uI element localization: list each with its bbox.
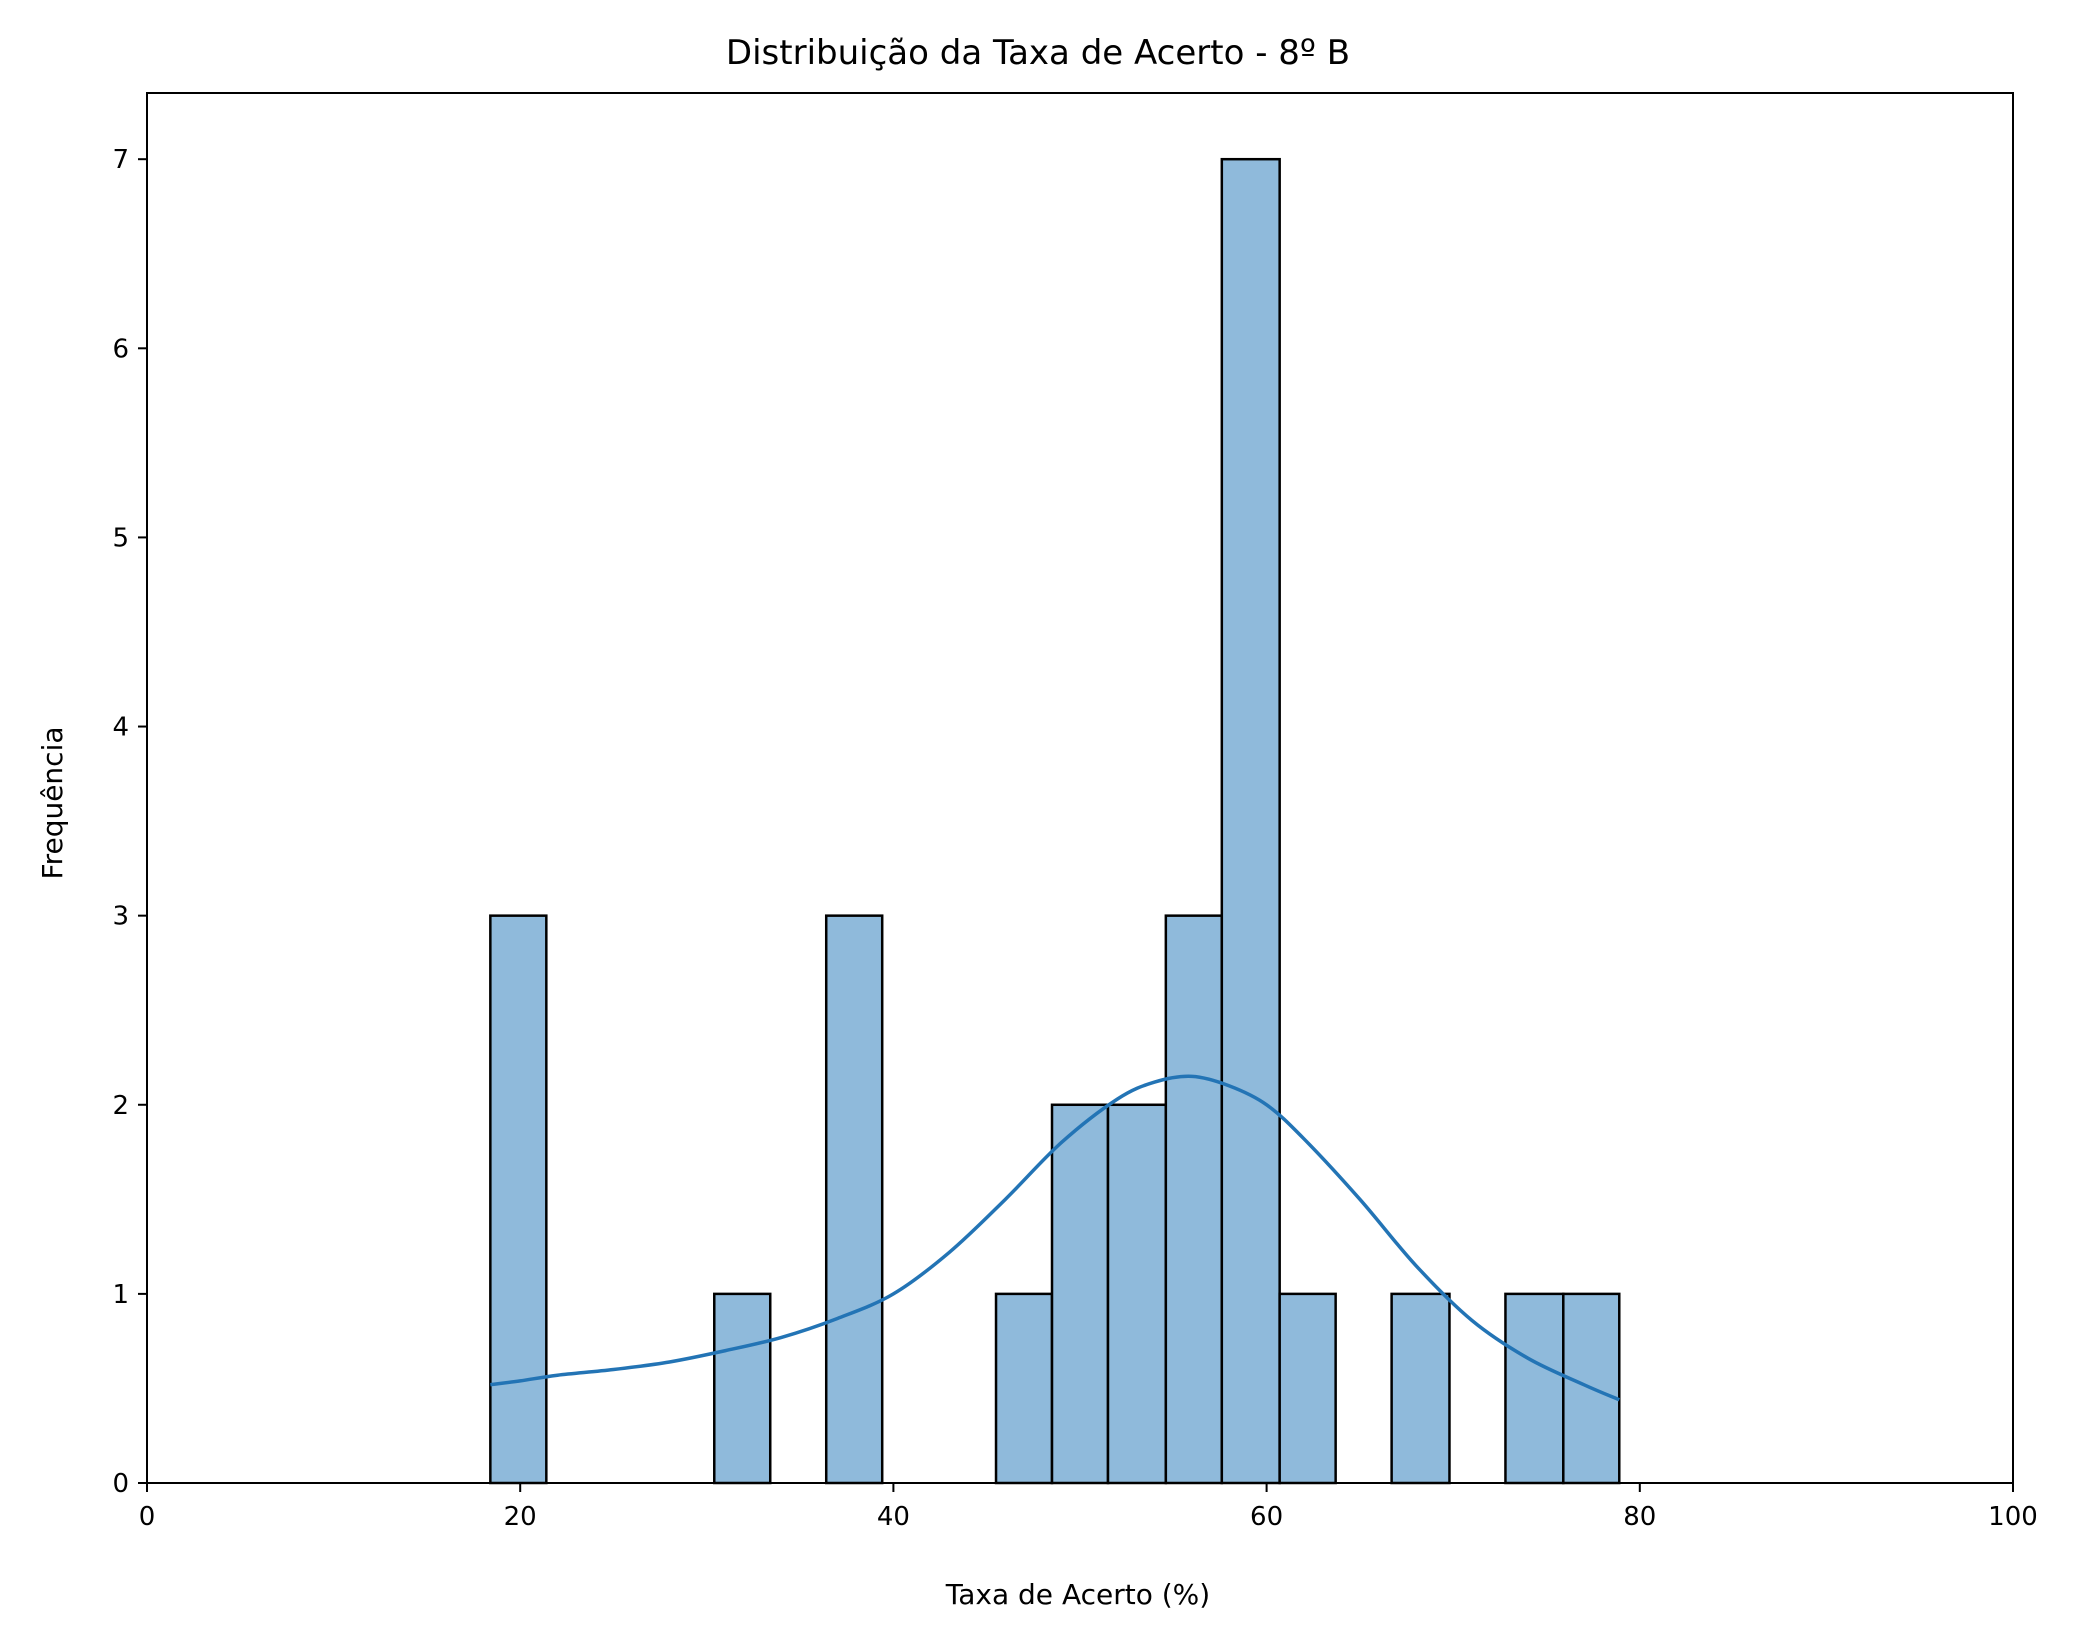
x-tick-label: 60 (1250, 1502, 1283, 1532)
x-axis-label: Taxa de Acerto (%) (945, 1578, 1210, 1611)
kde-line (490, 1074, 1620, 1402)
y-tick-label: 3 (112, 902, 129, 932)
y-tick-label: 0 (112, 1469, 129, 1499)
y-tick-label: 5 (112, 523, 129, 553)
histogram-bar (1390, 1292, 1451, 1485)
histogram-bar (1106, 1103, 1168, 1485)
histogram-bar (1504, 1292, 1565, 1485)
histogram-bar (489, 914, 548, 1485)
plot-frame (146, 92, 2014, 1484)
y-tick-label: 4 (112, 713, 129, 743)
x-axis-ticks: 0 20 40 60 80 100 (139, 1483, 2038, 1532)
histogram-bar (994, 1292, 1054, 1485)
x-tick-label: 100 (1988, 1502, 2038, 1532)
x-tick-label: 80 (1623, 1502, 1656, 1532)
y-tick-label: 1 (112, 1280, 129, 1310)
histogram-bar (1050, 1103, 1110, 1485)
y-tick-label: 6 (112, 334, 129, 364)
y-tick-label: 2 (112, 1091, 129, 1121)
histogram-bar (1164, 914, 1224, 1485)
histogram-bar (713, 1292, 772, 1485)
chart-title: Distribuição da Taxa de Acerto - 8º B (726, 33, 1350, 73)
histogram-bar (1278, 1292, 1337, 1485)
x-tick-label: 20 (504, 1502, 537, 1532)
histogram-bar (1220, 157, 1281, 1485)
x-tick-label: 0 (139, 1502, 156, 1532)
histogram-bar (824, 914, 884, 1485)
y-tick-label: 7 (112, 145, 129, 175)
x-tick-label: 40 (877, 1502, 910, 1532)
histogram-bars (489, 157, 1621, 1485)
y-axis-ticks: 0 1 2 3 4 5 6 7 (112, 145, 147, 1499)
y-axis-label: Frequência (36, 726, 69, 879)
